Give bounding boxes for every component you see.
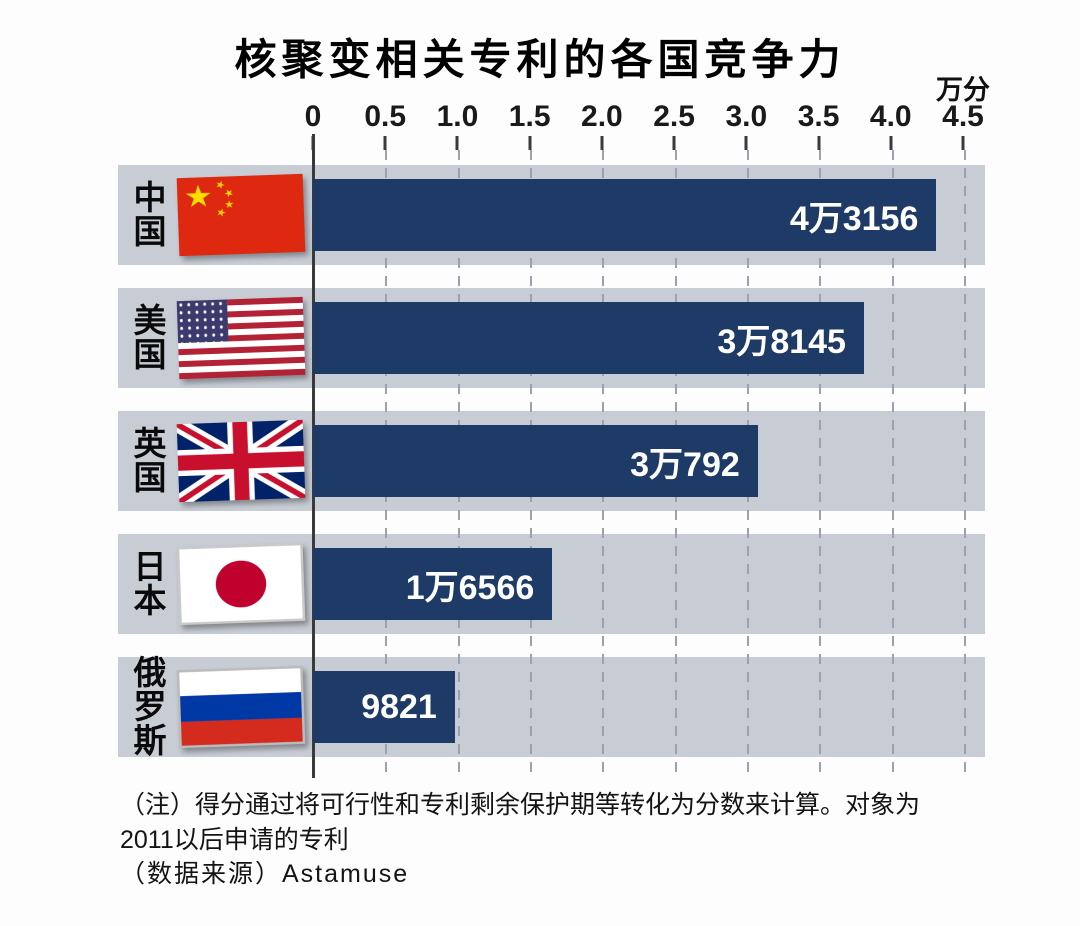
bar-russia: 9821 [313, 671, 455, 743]
note-line-1: （注）得分通过将可行性和专利剩余保护期等转化为分数来计算。对象为 [120, 791, 921, 819]
country-label-china: 中 国 [118, 173, 313, 257]
chart-title: 核聚变相关专利的各国竞争力 [234, 36, 846, 83]
x-tick-label: 3.0 [725, 100, 768, 133]
country-label-russia: 俄 罗 斯 [118, 656, 313, 758]
country-name: 中 国 [133, 179, 167, 250]
bar-usa: 3万8145 [313, 302, 864, 374]
bar-track: 3万8145 [313, 288, 985, 388]
bar-track: 1万6566 [313, 534, 985, 634]
country-label-japan: 日 本 [118, 542, 313, 626]
x-tick-label: 2.5 [653, 100, 695, 133]
bar-value-label: 3万792 [630, 445, 740, 484]
country-name: 俄 罗 斯 [133, 654, 167, 759]
x-tick-label: 2.0 [581, 100, 623, 133]
x-tick-label: 4.5 [942, 100, 984, 133]
bar-value-label: 4万3156 [789, 199, 919, 238]
x-axis-labels: 0 0.5 1.0 1.5 2.0 2.5 3.0 3.5 4.0 4.5 [305, 100, 984, 136]
x-axis-tick-marks [311, 136, 965, 150]
bar-value-label: 3万8145 [717, 322, 846, 361]
data-source: （数据来源）Astamuse [120, 860, 410, 888]
uk-flag-icon [176, 419, 306, 503]
x-tick-label: 1.5 [508, 100, 551, 133]
bar-value-label: 9821 [361, 687, 437, 726]
chart-rows: 中 国 4万3156 [118, 150, 985, 780]
bar-track: 4万3156 [313, 165, 985, 265]
table-row: 英 国 3万792 [118, 411, 985, 511]
axis-unit-label: 万分 [936, 75, 990, 105]
bar-track: 3万792 [313, 411, 985, 511]
note-line-2: 2011以后申请的专利 [120, 825, 349, 854]
japan-flag-icon [176, 542, 306, 626]
x-tick-label: 0 [304, 100, 322, 133]
x-tick-label: 0.5 [364, 100, 407, 133]
table-row: 美 国 [118, 288, 985, 388]
table-row: 日 本 1万6566 [118, 534, 985, 634]
x-tick-label: 4.0 [869, 100, 912, 133]
russia-flag-icon [176, 665, 306, 749]
country-label-uk: 英 国 [118, 419, 313, 503]
x-tick-label: 3.5 [797, 100, 840, 133]
footnotes: （注）得分通过将可行性和专利剩余保护期等转化为分数来计算。对象为 2011以后申… [120, 788, 1000, 892]
country-label-usa: 美 国 [118, 296, 313, 380]
bar-china: 4万3156 [313, 179, 937, 251]
x-tick-label: 1.0 [436, 100, 479, 133]
usa-flag-icon [176, 296, 306, 380]
country-name: 英 国 [133, 425, 167, 496]
table-row: 中 国 4万3156 [118, 165, 985, 265]
country-name: 美 国 [133, 302, 167, 373]
bar-japan: 1万6566 [313, 548, 553, 620]
bar-uk: 3万792 [313, 425, 758, 497]
bar-track: 9821 [313, 657, 985, 757]
bar-value-label: 1万6566 [405, 568, 535, 607]
china-flag-icon [176, 173, 306, 257]
country-name: 日 本 [133, 548, 167, 619]
table-row: 俄 罗 斯 9821 [118, 656, 985, 758]
